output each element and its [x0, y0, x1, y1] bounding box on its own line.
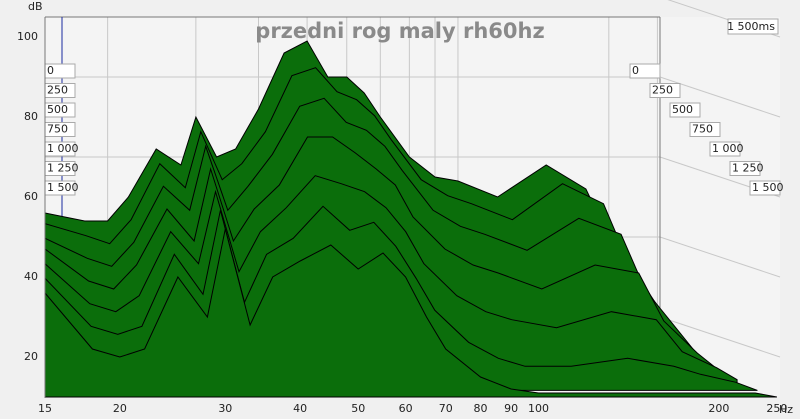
time-label-box: [629, 63, 661, 79]
time-label: 0: [47, 64, 54, 77]
time-axis-label: 1 500ms: [727, 20, 775, 33]
x-tick-label: 90: [504, 402, 518, 415]
time-label: 1 250: [732, 162, 764, 175]
time-label: 250: [47, 84, 68, 97]
time-label: 750: [47, 123, 68, 136]
time-label: 1 000: [712, 142, 744, 155]
x-tick-label: 60: [399, 402, 413, 415]
time-label-box: [709, 141, 741, 157]
slice: [44, 228, 777, 398]
time-label-box: [729, 161, 761, 176]
time-label-box: [649, 83, 681, 98]
x-tick-label: 80: [473, 402, 487, 415]
time-label: 1 500: [47, 181, 79, 194]
y-tick-label: 60: [24, 190, 38, 203]
x-unit-label: Hz: [779, 403, 793, 416]
time-label-box: [749, 180, 781, 196]
time-label: 500: [672, 103, 693, 116]
x-tick-label: 40: [293, 402, 307, 415]
time-label: 1 250: [47, 162, 79, 175]
x-tick-label: 20: [113, 402, 127, 415]
time-label-box: [689, 122, 721, 137]
x-tick-label: 15: [38, 402, 52, 415]
y-tick-label: 80: [24, 110, 38, 123]
y-tick-label: 20: [24, 350, 38, 363]
time-label: 0: [632, 64, 639, 77]
time-label: 250: [652, 84, 673, 97]
y-tick-label: 40: [24, 270, 38, 283]
plot-layer: [44, 0, 781, 398]
y-tick-label: 100: [17, 30, 38, 43]
chart-title: przedni rog maly rh60hz: [255, 19, 544, 43]
x-tick-label: 200: [708, 402, 729, 415]
time-label-box: [727, 18, 779, 35]
time-label: 750: [692, 123, 713, 136]
time-label: 1 000: [47, 142, 79, 155]
time-label: 500: [47, 103, 68, 116]
time-label: 1 500: [752, 181, 784, 194]
x-tick-label: 30: [218, 402, 232, 415]
depth-grid-line: [659, 236, 781, 278]
x-tick-label: 100: [528, 402, 549, 415]
time-label-box: [669, 102, 701, 118]
x-tick-label: 70: [439, 402, 453, 415]
y-axis-label: dB: [28, 0, 43, 13]
x-tick-label: 50: [351, 402, 365, 415]
depth-grid-line: [659, 316, 781, 358]
x-tick-label: 250: [766, 402, 787, 415]
